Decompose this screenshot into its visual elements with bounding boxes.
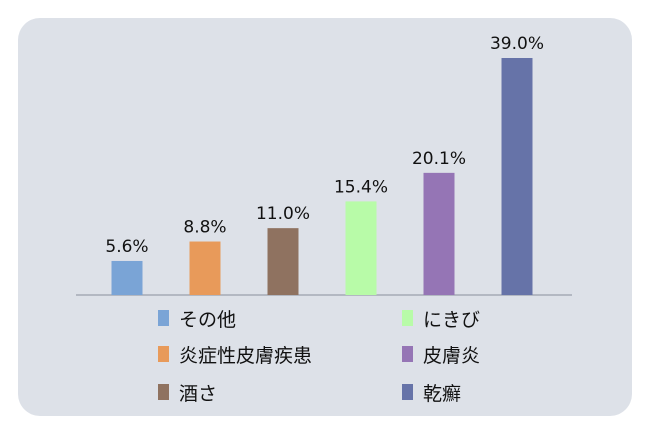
bar-3 <box>345 201 377 295</box>
legend-label: にきび <box>423 308 481 331</box>
legend-label: 乾癬 <box>423 382 462 405</box>
legend-swatch <box>158 346 169 362</box>
legend-label: その他 <box>179 308 237 331</box>
legend-swatch <box>402 384 413 400</box>
bar-value-label: 8.8% <box>183 218 226 238</box>
bar-5 <box>501 58 533 295</box>
bar-value-label: 39.0% <box>490 34 544 54</box>
legend-item-sonota: その他 <box>158 306 237 331</box>
legend-item-psoriasis: 乾癬 <box>402 380 462 405</box>
bar-4 <box>423 172 455 295</box>
bar-value-label: 15.4% <box>334 177 388 197</box>
legend-swatch <box>158 310 169 326</box>
bar-0 <box>111 260 143 295</box>
legend-item-acne: にきび <box>402 306 481 331</box>
legend-swatch <box>402 310 413 326</box>
legend-item-rosacea: 酒さ <box>158 380 218 405</box>
legend-label: 炎症性皮膚疾患 <box>179 344 313 367</box>
legend-swatch <box>158 384 169 400</box>
legend-item-inflammatory-skin: 炎症性皮膚疾患 <box>158 342 313 367</box>
legend-label: 皮膚炎 <box>423 344 481 367</box>
legend-label: 酒さ <box>179 382 218 405</box>
bar-2 <box>267 228 299 295</box>
legend-swatch <box>402 346 413 362</box>
bar-1 <box>189 241 221 295</box>
bar-value-label: 20.1% <box>412 149 466 169</box>
legend-item-dermatitis: 皮膚炎 <box>402 342 481 367</box>
bar-value-label: 5.6% <box>105 237 148 257</box>
bar-value-label: 11.0% <box>256 204 310 224</box>
